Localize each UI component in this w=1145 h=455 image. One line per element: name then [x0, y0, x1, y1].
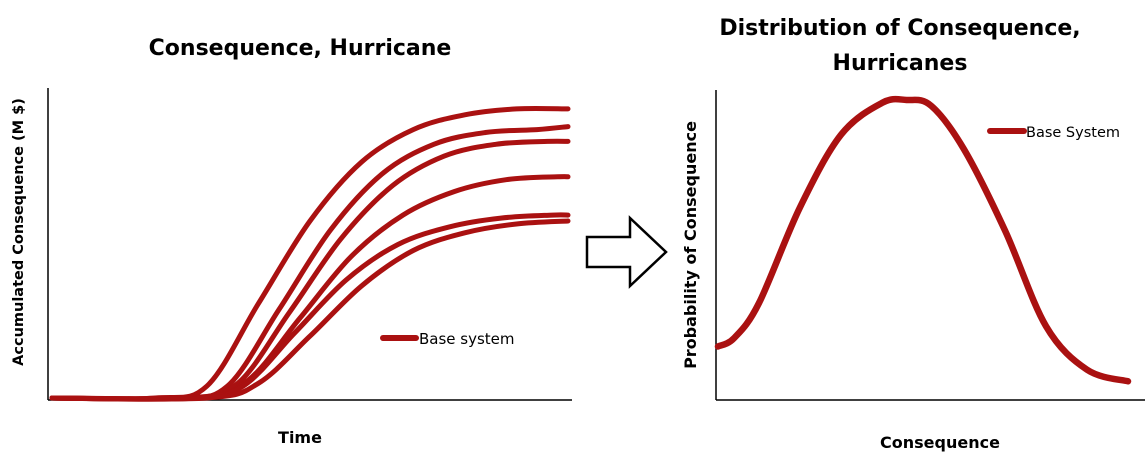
right-arrow-icon — [585, 215, 668, 289]
left-legend-label: Base system — [419, 330, 515, 348]
right-chart-title-line2: Hurricanes — [833, 51, 968, 76]
left-chart: Consequence, Hurricane Time Accumulated … — [11, 36, 572, 447]
left-chart-title: Consequence, Hurricane — [149, 36, 452, 61]
right-series-line-1 — [714, 95, 1132, 385]
left-y-axis-label: Accumulated Consequence (M $) — [11, 98, 27, 366]
right-series-group — [714, 95, 1132, 385]
right-chart-title-line1: Distribution of Consequence, — [719, 16, 1080, 41]
left-series-group — [49, 105, 571, 402]
right-x-axis-label: Consequence — [880, 433, 1000, 452]
left-series-line-1 — [49, 105, 571, 402]
right-y-axis-label: Probability of Consequence — [681, 121, 700, 369]
left-series-line-4 — [49, 174, 571, 402]
right-legend-label: Base System — [1026, 125, 1120, 141]
left-x-axis-label: Time — [278, 428, 322, 447]
left-series-line-6 — [49, 218, 571, 402]
right-chart: Distribution of Consequence, Hurricanes … — [681, 16, 1145, 452]
left-series-line-2 — [49, 124, 571, 402]
